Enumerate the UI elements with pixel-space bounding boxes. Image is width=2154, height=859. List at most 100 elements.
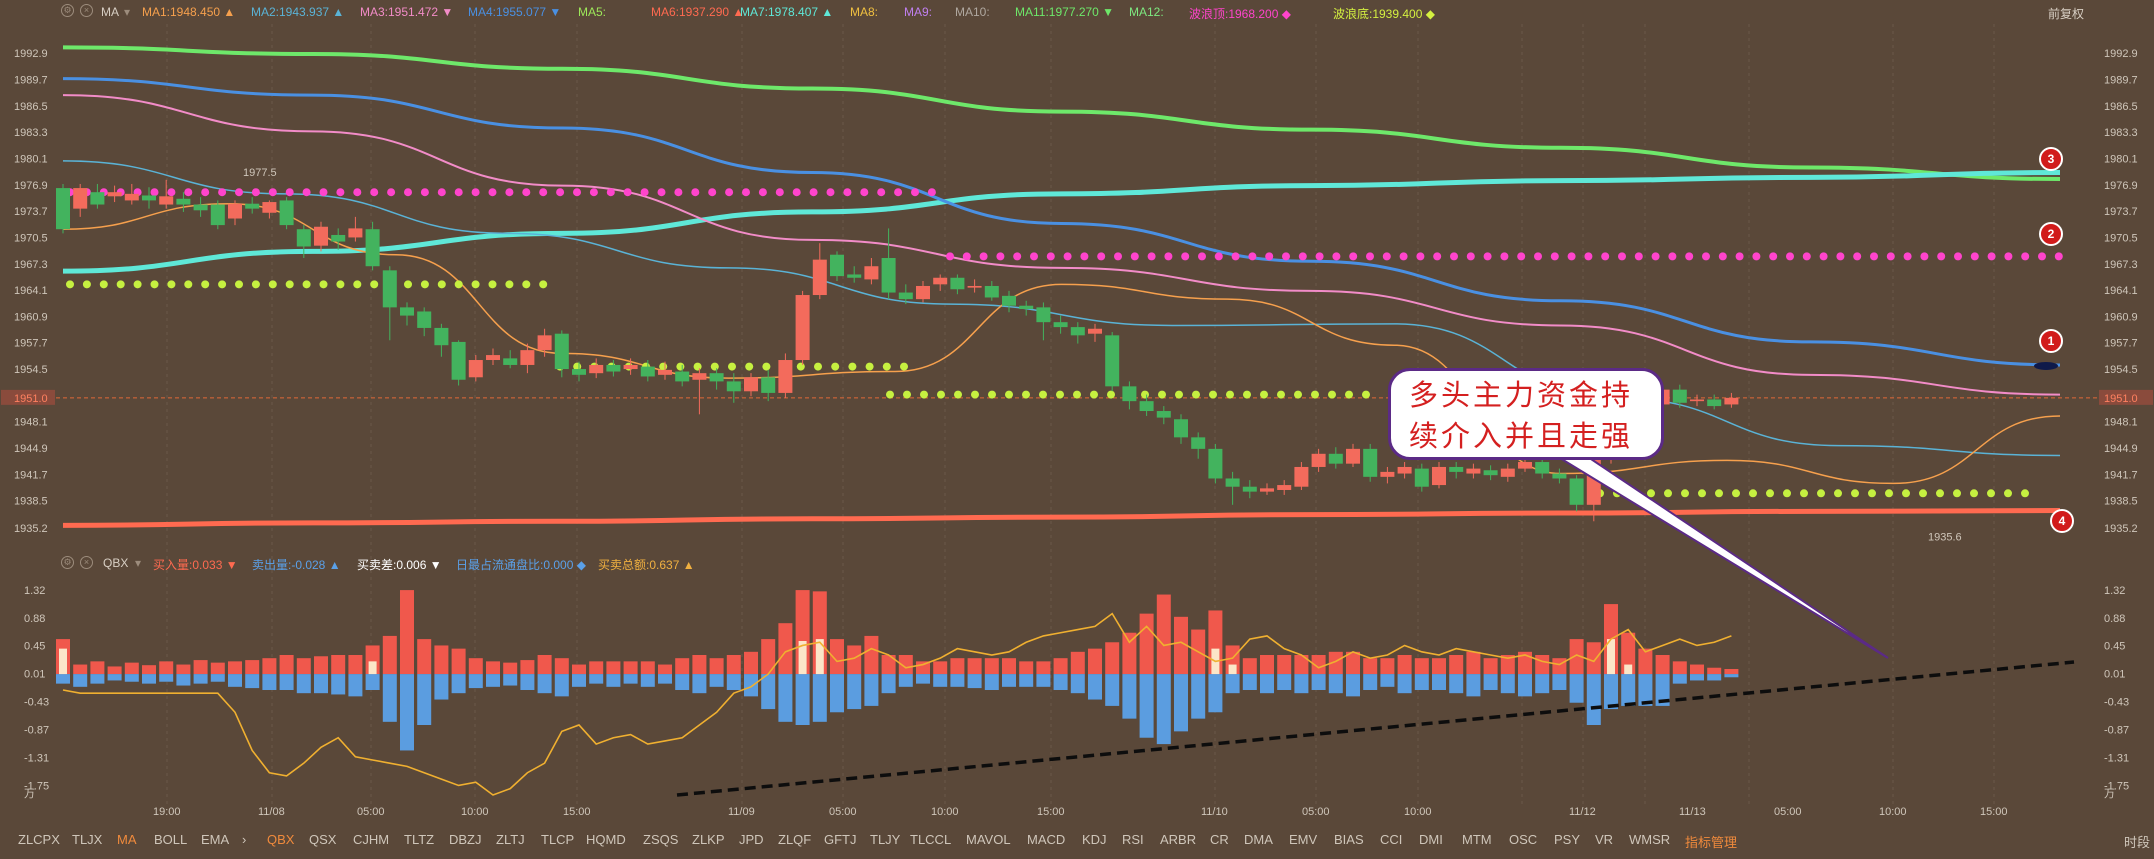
wave-top-dot xyxy=(1181,252,1190,261)
sell-bar xyxy=(830,674,844,713)
price-tick-left: 1960.9 xyxy=(14,311,48,323)
indicator-tab[interactable]: JPD xyxy=(739,832,764,847)
indicator-name[interactable]: MA xyxy=(101,5,119,19)
sell-bar xyxy=(245,674,260,689)
indicator-tab[interactable]: WMSR xyxy=(1629,832,1671,847)
wave-bottom-dot xyxy=(1953,489,1961,498)
time-period-label[interactable]: 时段 xyxy=(2124,835,2151,850)
indicator-tab[interactable]: GFTJ xyxy=(824,832,857,847)
sell-bar xyxy=(1535,674,1550,694)
price-tick-left: 1957.7 xyxy=(14,338,48,350)
indicator-tab[interactable]: TLTZ xyxy=(404,832,435,847)
ma-legend-item[interactable]: 波浪顶:1968.200 ◆ xyxy=(1189,7,1291,21)
indicator-tab[interactable]: MAVOL xyxy=(966,832,1011,847)
sell-bar xyxy=(1139,674,1154,738)
net-bar xyxy=(815,639,824,675)
buy-bar xyxy=(1414,658,1429,675)
candle-body xyxy=(1019,305,1034,310)
indicator-tab[interactable]: TLCP xyxy=(541,832,575,847)
indicator-tab[interactable]: DBZJ xyxy=(449,832,482,847)
ma-legend-item[interactable]: MA7:1978.407 ▲ xyxy=(740,5,834,19)
indicator-tab[interactable]: OSC xyxy=(1509,832,1538,847)
indicator-tab[interactable]: TLJY xyxy=(870,832,901,847)
wave-top-dot xyxy=(353,188,362,197)
close-icon[interactable]: × xyxy=(80,556,93,569)
ma-legend-item[interactable]: MA6:1937.290 ▲ xyxy=(651,5,745,19)
ma-legend-item[interactable]: MA8: xyxy=(850,5,879,19)
wave-bottom-dot xyxy=(1209,390,1217,399)
indicator-tab[interactable]: ZLKP xyxy=(692,832,725,847)
wave-bottom-dot xyxy=(710,362,719,371)
indicator-tab[interactable]: VR xyxy=(1595,832,1614,847)
indicator-tab[interactable]: CCI xyxy=(1380,832,1403,847)
indicator-tab[interactable]: MA xyxy=(117,832,137,847)
ma-legend-item[interactable]: MA3:1951.472 ▼ xyxy=(360,5,454,19)
sell-bar xyxy=(554,674,569,697)
buy-bar xyxy=(1483,658,1498,675)
indicator-tab[interactable]: HQMD xyxy=(586,832,626,847)
ma1-line xyxy=(62,202,2061,485)
adjust-label[interactable]: 前复权 xyxy=(2048,7,2085,21)
indicator-tab[interactable]: MACD xyxy=(1027,832,1066,847)
settings-icon[interactable]: ⚙ xyxy=(61,556,74,569)
price-tick-left: 1976.9 xyxy=(14,180,48,192)
indicator-tab[interactable]: ZLTJ xyxy=(496,832,525,847)
price-tick-left: 1938.5 xyxy=(14,496,48,508)
qbx-legend-item[interactable]: 买入量:0.033 ▼ xyxy=(153,558,238,572)
ma-legend-item[interactable]: MA4:1955.077 ▼ xyxy=(468,5,562,19)
ma-legend-item[interactable]: MA5: xyxy=(578,5,607,19)
qbx-legend-item[interactable]: 卖出量:-0.028 ▲ xyxy=(252,558,341,572)
indicator-tab[interactable]: TLCCL xyxy=(910,832,952,847)
ma-legend-item[interactable]: MA2:1943.937 ▲ xyxy=(251,5,345,19)
time-axis-label: 11/08 xyxy=(258,806,285,818)
indicator-tab[interactable]: 指标管理 xyxy=(1685,835,1738,850)
chevron-down-icon[interactable]: ▾ xyxy=(124,5,131,19)
price-tick-right: 1989.7 xyxy=(2104,74,2138,86)
ma-legend-item[interactable]: MA11:1977.270 ▼ xyxy=(1015,5,1115,19)
indicator-tab[interactable]: CR xyxy=(1210,832,1229,847)
indicator-tab[interactable]: BOLL xyxy=(154,832,188,847)
sell-bar xyxy=(1724,674,1739,678)
ma-legend-item[interactable]: MA9: xyxy=(904,5,933,19)
candle-body xyxy=(1380,471,1395,477)
buy-bar xyxy=(1019,661,1034,675)
indicator-tab[interactable]: TLJX xyxy=(72,832,103,847)
qbx-legend-item[interactable]: 日最占流通盘比:0.000 ◆ xyxy=(456,558,586,572)
indicator-tab[interactable]: MTM xyxy=(1462,832,1492,847)
sell-bar xyxy=(1638,674,1653,706)
indicator-tab[interactable]: ZLCPX xyxy=(18,832,60,847)
buy-bar xyxy=(1724,669,1739,675)
price-tick-right: 1992.9 xyxy=(2104,48,2138,60)
indicator-tab[interactable]: BIAS xyxy=(1334,832,1364,847)
indicator-tab[interactable]: › xyxy=(242,832,247,847)
ma-legend-item[interactable]: MA10: xyxy=(955,5,990,19)
indicator-tab[interactable]: DMI xyxy=(1419,832,1443,847)
sell-bar xyxy=(1449,674,1464,694)
indicator-tab[interactable]: DMA xyxy=(1244,832,1273,847)
candle-body xyxy=(572,369,586,375)
chevron-down-icon[interactable]: ▾ xyxy=(135,556,142,570)
ma-legend-item[interactable]: MA1:1948.450 ▲ xyxy=(142,5,236,19)
indicator-tab[interactable]: RSI xyxy=(1122,832,1144,847)
sub-indicator-name[interactable]: QBX xyxy=(103,556,129,570)
buy-bar xyxy=(348,655,363,675)
time-axis-label: 05:00 xyxy=(357,806,385,818)
indicator-tab[interactable]: ZLQF xyxy=(778,832,812,847)
ma-legend-item[interactable]: 波浪底:1939.400 ◆ xyxy=(1333,7,1435,21)
indicator-tab[interactable]: EMA xyxy=(201,832,230,847)
indicator-tab[interactable]: PSY xyxy=(1554,832,1581,847)
indicator-tab[interactable]: QBX xyxy=(267,832,295,847)
indicator-tab[interactable]: CJHM xyxy=(353,832,390,847)
qbx-legend-item[interactable]: 买卖总额:0.637 ▲ xyxy=(598,558,695,572)
wave-bottom-dot xyxy=(920,390,928,399)
indicator-tab[interactable]: EMV xyxy=(1289,832,1318,847)
wave-bottom-dot xyxy=(1175,390,1183,399)
close-icon[interactable]: × xyxy=(80,4,93,17)
settings-icon[interactable]: ⚙ xyxy=(61,4,74,17)
indicator-tab[interactable]: QSX xyxy=(309,832,337,847)
indicator-tab[interactable]: ARBR xyxy=(1160,832,1197,847)
ma-legend-item[interactable]: MA12: xyxy=(1129,5,1164,19)
qbx-legend-item[interactable]: 买卖差:0.006 ▼ xyxy=(357,558,442,572)
indicator-tab[interactable]: KDJ xyxy=(1082,832,1107,847)
indicator-tab[interactable]: ZSQS xyxy=(643,832,679,847)
